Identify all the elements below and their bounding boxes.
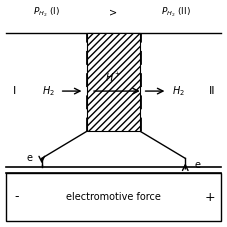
Text: $H_2$: $H_2$ xyxy=(42,84,55,98)
Text: -: - xyxy=(15,190,19,204)
Text: electromotive force: electromotive force xyxy=(66,192,161,202)
Text: +: + xyxy=(205,190,215,204)
Text: $P_{H_2}$ (II): $P_{H_2}$ (II) xyxy=(161,6,191,19)
Text: >: > xyxy=(109,7,118,18)
Text: I: I xyxy=(13,86,17,96)
Text: $H^+$: $H^+$ xyxy=(105,71,122,84)
Text: $P_{H_2}$ (I): $P_{H_2}$ (I) xyxy=(33,6,60,19)
Text: e: e xyxy=(194,160,200,170)
Bar xyxy=(6,173,221,221)
Text: e: e xyxy=(27,153,33,163)
Polygon shape xyxy=(86,33,141,131)
Text: II: II xyxy=(209,86,215,96)
Text: $H_2$: $H_2$ xyxy=(172,84,185,98)
